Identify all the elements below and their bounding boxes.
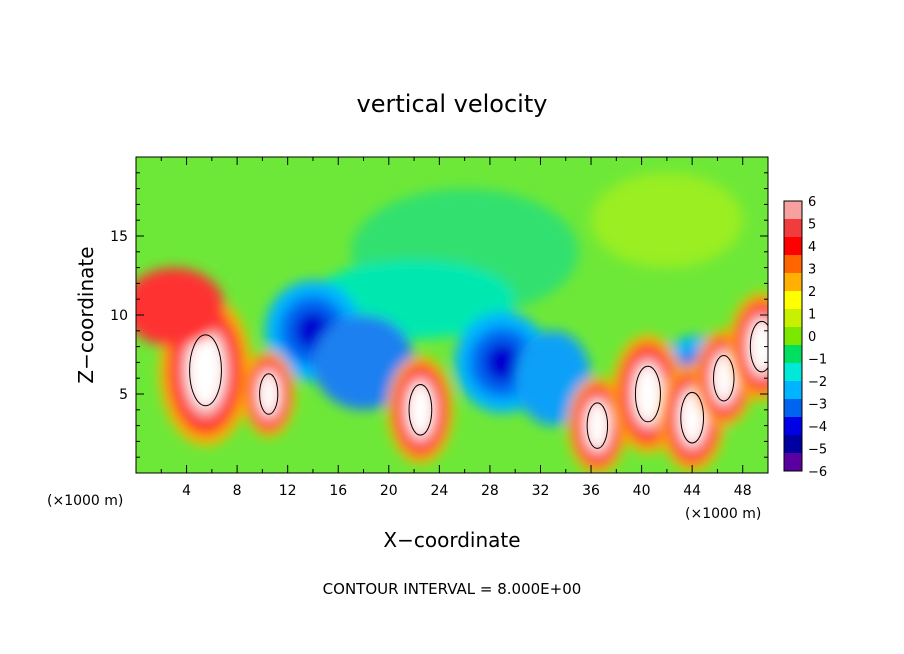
colorbar-swatch [784,309,802,328]
colorbar-frame [783,200,803,472]
x-tick-label: 32 [532,483,550,499]
x-tick-label: 48 [734,483,752,499]
x-tick-label: 4 [182,483,191,499]
colorbar-label: 2 [808,285,816,300]
x-axis-label: X−coordinate [383,528,520,552]
contour-line [713,354,735,402]
updraft-core [679,390,705,445]
contour-line [634,365,661,423]
colorbar-label: 4 [808,240,816,255]
contour-line [408,384,433,436]
contour-line [586,402,609,449]
plot-area [135,156,769,474]
downdraft-region [312,315,415,410]
colorbar-swatch [784,219,802,238]
colorbar-swatch [784,237,802,256]
y-axis-label: Z−coordinate [74,246,98,383]
contour-line [749,320,768,373]
contour-line [259,373,279,415]
updraft-core [187,332,224,408]
updraft-core [749,319,768,374]
x-tick-label: 12 [279,483,297,499]
colorbar: 6 5 4 3 2 1 0 −1 −2 −3 −4 −5 −6 [783,195,827,480]
y-tick-label: 15 [110,229,128,245]
contour-line [189,334,222,407]
colorbar-swatch [784,417,802,436]
colorbar-label: −6 [808,465,827,480]
chart-title: vertical velocity [357,90,548,118]
x-tick-label: 44 [683,483,701,499]
x-axis-unit-label-left: (×1000 m) [47,493,123,509]
colorbar-label: −5 [808,443,827,458]
updraft-core [634,364,662,424]
colorbar-label: 6 [808,195,816,210]
colorbar-swatch [784,255,802,274]
updraft-region [136,267,225,347]
updraft-core [407,382,434,437]
colorbar-swatch [784,453,802,472]
x-tick-label: 16 [329,483,347,499]
colorbar-label: 0 [808,330,816,345]
x-tick-label: 24 [430,483,448,499]
x-tick-label: 28 [481,483,499,499]
contour-interval-note: CONTOUR INTERVAL = 8.000E+00 [323,580,582,598]
colorbar-label: −4 [808,420,827,435]
colorbar-label: 3 [808,263,816,278]
x-tick-label: 36 [582,483,600,499]
downdraft-core [484,343,521,382]
colorbar-label: 1 [808,308,816,323]
y-tick-label: 5 [119,387,128,403]
x-axis: 4 8 12 16 20 24 28 32 36 40 44 48 [160,157,752,499]
colorbar-swatch [784,273,802,292]
colorbar-label: −2 [808,375,827,390]
y-tick-label: 10 [110,308,128,324]
contour-line [680,391,705,444]
y-axis: 5 10 15 [110,172,768,458]
x-tick-label: 8 [233,483,242,499]
colorbar-swatch [784,435,802,454]
colorbar-label: 5 [808,218,816,233]
x-tick-label: 20 [380,483,398,499]
updraft-core [585,401,609,450]
x-tick-label: 40 [633,483,651,499]
updraft-core [258,372,279,416]
x-axis-unit-label-right: (×1000 m) [685,506,761,522]
colorbar-swatch [784,399,802,418]
colorbar-swatch [784,363,802,382]
colorbar-swatch [784,345,802,364]
colorbar-swatch [784,327,802,346]
colorbar-swatch [784,381,802,400]
colorbar-swatch [784,201,802,220]
upper-wave-zone [591,172,743,268]
colorbar-swatch [784,291,802,310]
colorbar-label: −3 [808,398,827,413]
updraft-core [712,354,736,403]
colorbar-label: −1 [808,353,827,368]
